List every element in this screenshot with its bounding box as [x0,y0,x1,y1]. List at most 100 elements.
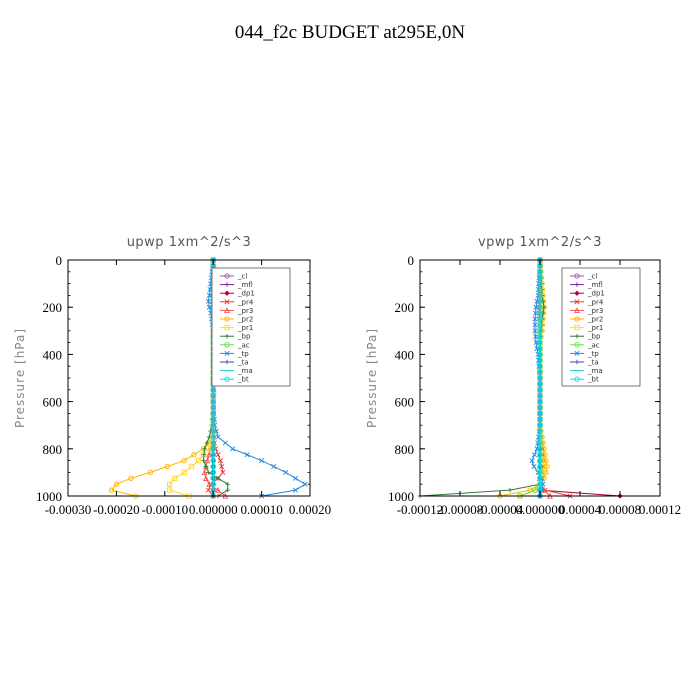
data-point [537,475,543,481]
x-tick-label: 0.00004 [559,502,602,517]
y-tick-label: 0 [408,253,415,268]
data-point [302,481,308,487]
legend-label: _bt [237,376,249,384]
data-point [128,475,134,481]
data-point [537,345,543,352]
legend-marker [224,282,230,287]
data-point [537,393,543,399]
legend-marker [574,350,580,356]
data-point [201,452,207,457]
data-point [164,463,170,470]
data-point [210,416,216,422]
legend-marker [574,376,580,382]
legend-marker [574,316,580,322]
data-point [219,463,225,470]
data-point [537,275,543,281]
data-point [206,480,213,487]
series-line [419,259,545,497]
legend-label: _cl [587,273,597,281]
x-tick-label: -0.00012 [397,502,444,517]
legend-entry: _tp [570,350,599,358]
data-point [210,457,216,464]
data-point [166,481,173,487]
x-tick-label: 0.00008 [599,502,641,517]
data-point [191,452,197,458]
data-point [537,328,543,334]
data-point [537,422,543,428]
data-point [537,463,543,470]
data-point [210,440,216,446]
legend-entry: _ac [220,341,250,349]
legend-marker [224,342,230,348]
legend-label: _tp [237,350,249,358]
data-point [529,458,535,464]
data-point [210,452,216,458]
legend-entry: _ta [220,359,249,367]
legend-entry: _bp [220,333,251,341]
legend-entry: _pr3 [570,307,603,315]
data-point [532,316,538,322]
data-point [537,404,543,411]
legend-entry: _pr4 [220,298,254,306]
legend-entry: _ma [220,367,253,375]
legend-label: _ma [587,367,603,375]
legend-entry: _pr3 [220,307,253,315]
legend-marker [224,350,230,356]
x-tick-label: 0.00012 [639,502,681,517]
legend-entry: _pr2 [220,316,253,324]
data-point [210,475,216,481]
legend: _cl_mfl_dp1_pr4_pr3_pr2_pr1_bp_ac_tp_ta_… [561,267,641,387]
data-point [181,457,187,464]
legend-marker [574,342,580,348]
figure-title: 044_f2c BUDGET at295E,0N [234,22,466,43]
data-point [203,475,209,481]
legend-entry: _mfl [570,281,603,289]
x-tick-label: -0.00008 [437,502,484,517]
data-point [532,334,539,340]
data-point [531,452,538,458]
data-point [210,428,216,434]
data-point [215,434,221,440]
series-pr2 [108,257,216,499]
data-point [543,469,549,476]
data-point [537,310,543,316]
data-point [217,458,223,464]
data-point [205,298,211,304]
legend-entry: _pr1 [570,324,603,332]
data-point [537,428,543,434]
legend-label: _pr2 [587,316,603,324]
legend: _cl_mfl_dp1_pr4_pr3_pr2_pr1_bp_ac_tp_ta_… [211,267,291,387]
legend-label: _ac [237,341,250,349]
data-point [283,469,289,475]
data-point [204,440,210,446]
series-line [169,259,218,497]
data-point [230,446,236,452]
data-point [210,434,216,440]
legend-label: _pr4 [237,298,254,306]
data-point [171,475,178,481]
data-point [206,470,211,475]
data-point [537,292,543,299]
legend-label: _pr1 [587,324,603,332]
data-point [532,322,538,328]
legend-label: _dp1 [587,290,605,298]
data-point [215,476,221,481]
data-point [537,481,543,487]
legend-entry: _pr1 [220,324,253,332]
data-point [537,280,543,287]
legend-label: _mfl [237,281,253,289]
data-point [215,452,221,458]
data-point [537,334,543,340]
series-bt [537,257,543,499]
y-tick-label: 400 [43,347,63,362]
data-point [205,487,211,493]
x-tick-label: 0.000000 [189,502,238,517]
legend-entry: _cl [570,273,597,281]
data-point [537,410,543,417]
legend-marker [574,299,580,305]
data-point [210,463,216,470]
data-point [537,363,543,369]
legend-marker [224,290,230,296]
legend-label: _cl [237,273,247,281]
y-tick-label: 1000 [388,489,414,504]
